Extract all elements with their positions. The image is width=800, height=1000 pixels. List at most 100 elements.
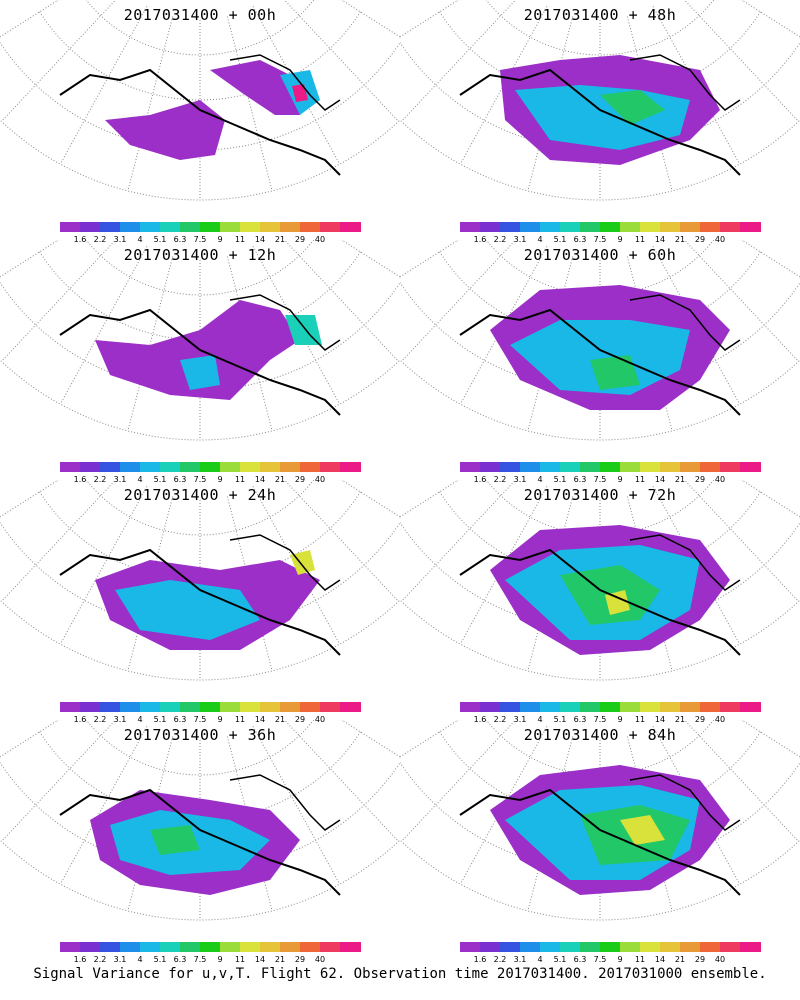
- colorbar-swatch: [500, 702, 521, 712]
- colorbar-label: 21: [274, 235, 286, 244]
- meridian-line: [683, 240, 799, 362]
- meridian-line: [59, 246, 148, 405]
- polar-map: [400, 240, 800, 441]
- coastline: [229, 534, 341, 591]
- meridian-line: [740, 0, 800, 38]
- colorbar-swatch: [700, 462, 721, 472]
- meridian-line: [59, 726, 148, 885]
- meridian-line: [401, 0, 517, 122]
- colorbar-swatch: [180, 942, 201, 952]
- colorbar-swatch: [580, 942, 601, 952]
- colorbar-label: 14: [254, 235, 266, 244]
- colorbar-swatch: [120, 702, 141, 712]
- meridian-line: [683, 0, 799, 122]
- panel-title: 2017031400 + 84h: [523, 726, 677, 744]
- colorbar-label: 14: [654, 955, 666, 964]
- colorbar-swatch: [80, 702, 101, 712]
- colorbar-swatch: [640, 702, 661, 712]
- map-panel: 2017031400 + 84h 1.6 2.2 3.1 4 5.1 6.3 7.5 9 11 14…: [400, 720, 800, 964]
- colorbar-label: 5.1: [553, 715, 567, 724]
- colorbar-label: 3.1: [113, 955, 127, 964]
- latitude-circle: [0, 521, 400, 631]
- colorbar-label: 3.1: [113, 715, 127, 724]
- colorbar-swatch: [600, 702, 621, 712]
- colorbar-label: 40: [714, 475, 726, 484]
- colorbar-label: 6.3: [173, 715, 187, 724]
- coastline: [629, 294, 741, 351]
- colorbar-label: 5.1: [153, 475, 167, 484]
- colorbar-label: 14: [654, 475, 666, 484]
- colorbar-label: 4: [537, 715, 543, 724]
- colorbar: [460, 702, 761, 712]
- colorbar-label: 21: [274, 475, 286, 484]
- colorbar-swatch: [320, 942, 341, 952]
- colorbar-swatch: [80, 222, 101, 232]
- colorbar-swatch: [260, 462, 281, 472]
- colorbar-label: 7.5: [193, 235, 207, 244]
- colorbar-label: 2.2: [93, 955, 107, 964]
- meridian-line: [0, 240, 60, 278]
- colorbar-swatch: [660, 942, 681, 952]
- colorbar-label: 14: [254, 715, 266, 724]
- meridian-line: [226, 16, 273, 192]
- colorbar-label: 4: [137, 715, 143, 724]
- meridian-line: [401, 720, 517, 842]
- colorbar-label: 1.6: [473, 235, 487, 244]
- colorbar-swatch: [60, 942, 81, 952]
- colorbar-swatch: [120, 942, 141, 952]
- colorbar-label: 7.5: [593, 715, 607, 724]
- colorbar-swatch: [480, 462, 501, 472]
- colorbar-swatch: [300, 222, 321, 232]
- colorbar-label: 2.2: [493, 235, 507, 244]
- colorbar-swatch: [540, 462, 561, 472]
- colorbar-label: 9: [617, 955, 623, 964]
- colorbar-swatch: [60, 702, 81, 712]
- colorbar: [460, 222, 761, 232]
- colorbar-label: 7.5: [593, 955, 607, 964]
- variance-region: [605, 590, 630, 615]
- colorbar-swatch: [80, 942, 101, 952]
- colorbar-label: 1.6: [473, 955, 487, 964]
- colorbar-label: 1.6: [473, 475, 487, 484]
- meridian-line: [0, 720, 60, 758]
- colorbar-label: 29: [294, 955, 306, 964]
- colorbar-label: 2.2: [493, 475, 507, 484]
- colorbar-swatch: [600, 462, 621, 472]
- colorbar-swatch: [100, 702, 121, 712]
- meridian-line: [340, 240, 400, 278]
- colorbar-label: 21: [674, 475, 686, 484]
- colorbar-swatch: [280, 462, 301, 472]
- colorbar-swatch: [240, 702, 261, 712]
- latitude-circle: [0, 359, 400, 441]
- colorbar-label: 29: [694, 955, 706, 964]
- colorbar-label: 5.1: [553, 955, 567, 964]
- variance-region: [290, 550, 315, 575]
- latitude-circle: [0, 41, 400, 151]
- map-panel: 2017031400 + 72h 1.6 2.2 3.1 4 5.1 6.3 7.5 9 11 14…: [400, 480, 800, 724]
- colorbar-swatch: [720, 942, 741, 952]
- colorbar-swatch: [520, 462, 541, 472]
- colorbar-label: 40: [714, 715, 726, 724]
- colorbar-label: 7.5: [593, 235, 607, 244]
- map-panel: 2017031400 + 24h 1.6 2.2 3.1 4 5.1 6.3 7.5 9 11 14…: [0, 480, 400, 724]
- colorbar-swatch: [480, 702, 501, 712]
- meridian-line: [401, 240, 517, 362]
- meridian-line: [1, 480, 117, 602]
- colorbar: [460, 462, 761, 472]
- meridian-line: [401, 480, 517, 602]
- colorbar-label: 1.6: [73, 475, 87, 484]
- latitude-circle: [400, 281, 800, 391]
- colorbar-swatch: [240, 222, 261, 232]
- colorbar-swatch: [620, 222, 641, 232]
- colorbar-swatch: [580, 222, 601, 232]
- colorbar-swatch: [680, 942, 701, 952]
- colorbar-swatch: [140, 222, 161, 232]
- colorbar-swatch: [500, 942, 521, 952]
- colorbar-swatch: [100, 942, 121, 952]
- colorbar-label: 40: [314, 235, 326, 244]
- colorbar-swatch: [740, 942, 761, 952]
- colorbar-label: 7.5: [193, 475, 207, 484]
- coastline: [59, 308, 341, 416]
- colorbar-label: 6.3: [573, 715, 587, 724]
- colorbar-swatch: [340, 942, 361, 952]
